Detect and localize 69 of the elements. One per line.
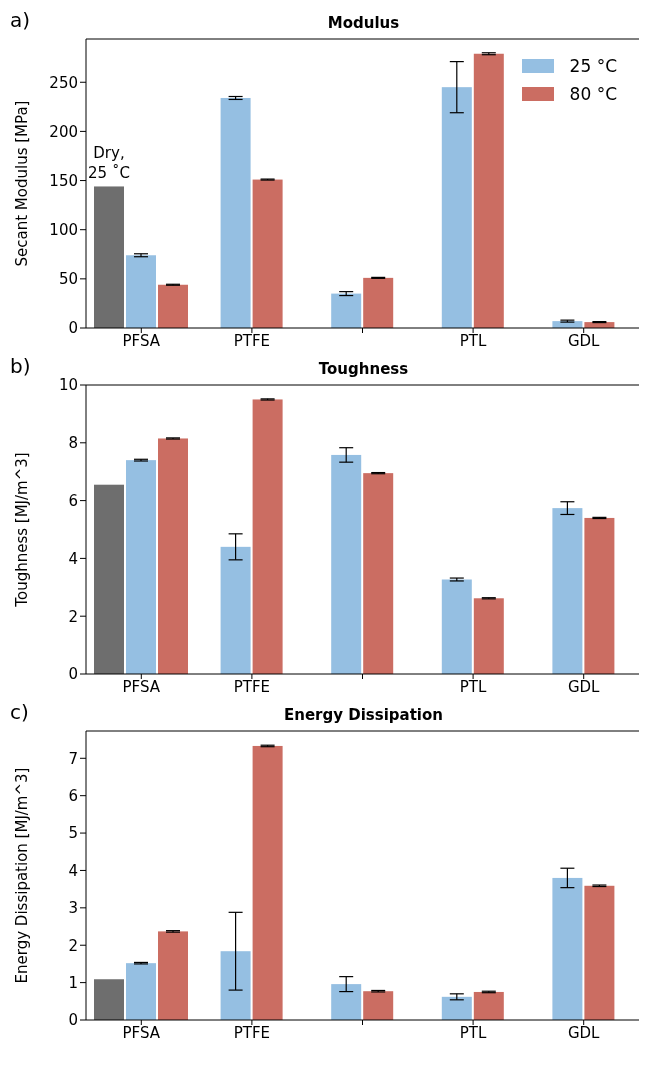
annotation: Dry, 25 ˚C [88, 144, 130, 183]
bar [441, 87, 472, 328]
x-tick-label: PFSA [122, 677, 161, 696]
y-tick-label: 0 [68, 319, 78, 338]
bar [363, 991, 394, 1020]
chart-title: Energy Dissipation [283, 706, 444, 724]
x-tick-label: PFSA [122, 331, 161, 350]
text: b) [10, 354, 31, 378]
legend-label: 25 °C [569, 55, 617, 78]
y-axis-title: Toughness [MJ/m^3] [13, 452, 32, 608]
bar [94, 186, 124, 328]
x-tick-label: PTL [459, 331, 488, 350]
bar [220, 546, 251, 674]
y-tick-label: 1 [68, 973, 78, 992]
legend-label: 80 °C [569, 83, 617, 106]
y-tick-label: 3 [68, 899, 78, 918]
bar [441, 579, 472, 674]
y-tick-label: 7 [68, 749, 78, 768]
bar [584, 885, 615, 1020]
bar [473, 53, 504, 328]
y-tick-label: 100 [49, 221, 78, 240]
bar [220, 97, 251, 328]
bar [584, 517, 615, 674]
bar [94, 484, 124, 674]
chart-title: Modulus [326, 14, 401, 32]
bar [331, 984, 362, 1020]
x-tick-label: PTFE [233, 677, 271, 696]
chart-title: Toughness [317, 360, 410, 378]
y-tick-label: 6 [68, 491, 78, 510]
y-tick-label: 250 [49, 73, 78, 92]
y-tick-label: 4 [68, 861, 78, 880]
x-tick-label: PTFE [233, 1023, 271, 1042]
y-tick-label: 5 [68, 824, 78, 843]
y-tick-label: 150 [49, 171, 78, 190]
x-tick-label: GDL [567, 331, 601, 350]
bar [473, 991, 504, 1020]
y-tick-label: 2 [68, 936, 78, 955]
x-tick-label: GDL [567, 1023, 601, 1042]
bar [331, 293, 362, 328]
y-tick-label: 8 [68, 434, 78, 453]
y-tick-label: 10 [58, 376, 78, 395]
bar [252, 399, 283, 674]
y-tick-label: 6 [68, 787, 78, 805]
x-tick-label: PTFE [233, 331, 271, 350]
y-axis-title: Secant Modulus [MPa] [13, 100, 32, 267]
bar [94, 979, 124, 1020]
bar [252, 745, 283, 1020]
y-tick-label: 0 [68, 665, 78, 684]
bar [331, 454, 362, 674]
y-axis-title: Energy Dissipation [MJ/m^3] [13, 767, 32, 984]
x-tick-label: PTL [459, 677, 488, 696]
bar [252, 179, 283, 328]
bar [220, 951, 251, 1020]
bar [363, 473, 394, 674]
bar [552, 877, 583, 1020]
x-tick-label: PFSA [122, 1023, 161, 1042]
bar [473, 598, 504, 674]
y-tick-label: 0 [68, 1011, 78, 1030]
text: a) [10, 8, 31, 32]
bar [363, 277, 394, 328]
y-tick-label: 2 [68, 607, 78, 626]
y-tick-label: 4 [68, 549, 78, 568]
x-tick-label: GDL [567, 677, 601, 696]
y-tick-label: 200 [49, 122, 78, 141]
bar [552, 508, 583, 674]
x-tick-label: PTL [459, 1023, 488, 1042]
y-tick-label: 50 [58, 270, 78, 289]
text: c) [10, 700, 29, 724]
bar [441, 996, 472, 1020]
